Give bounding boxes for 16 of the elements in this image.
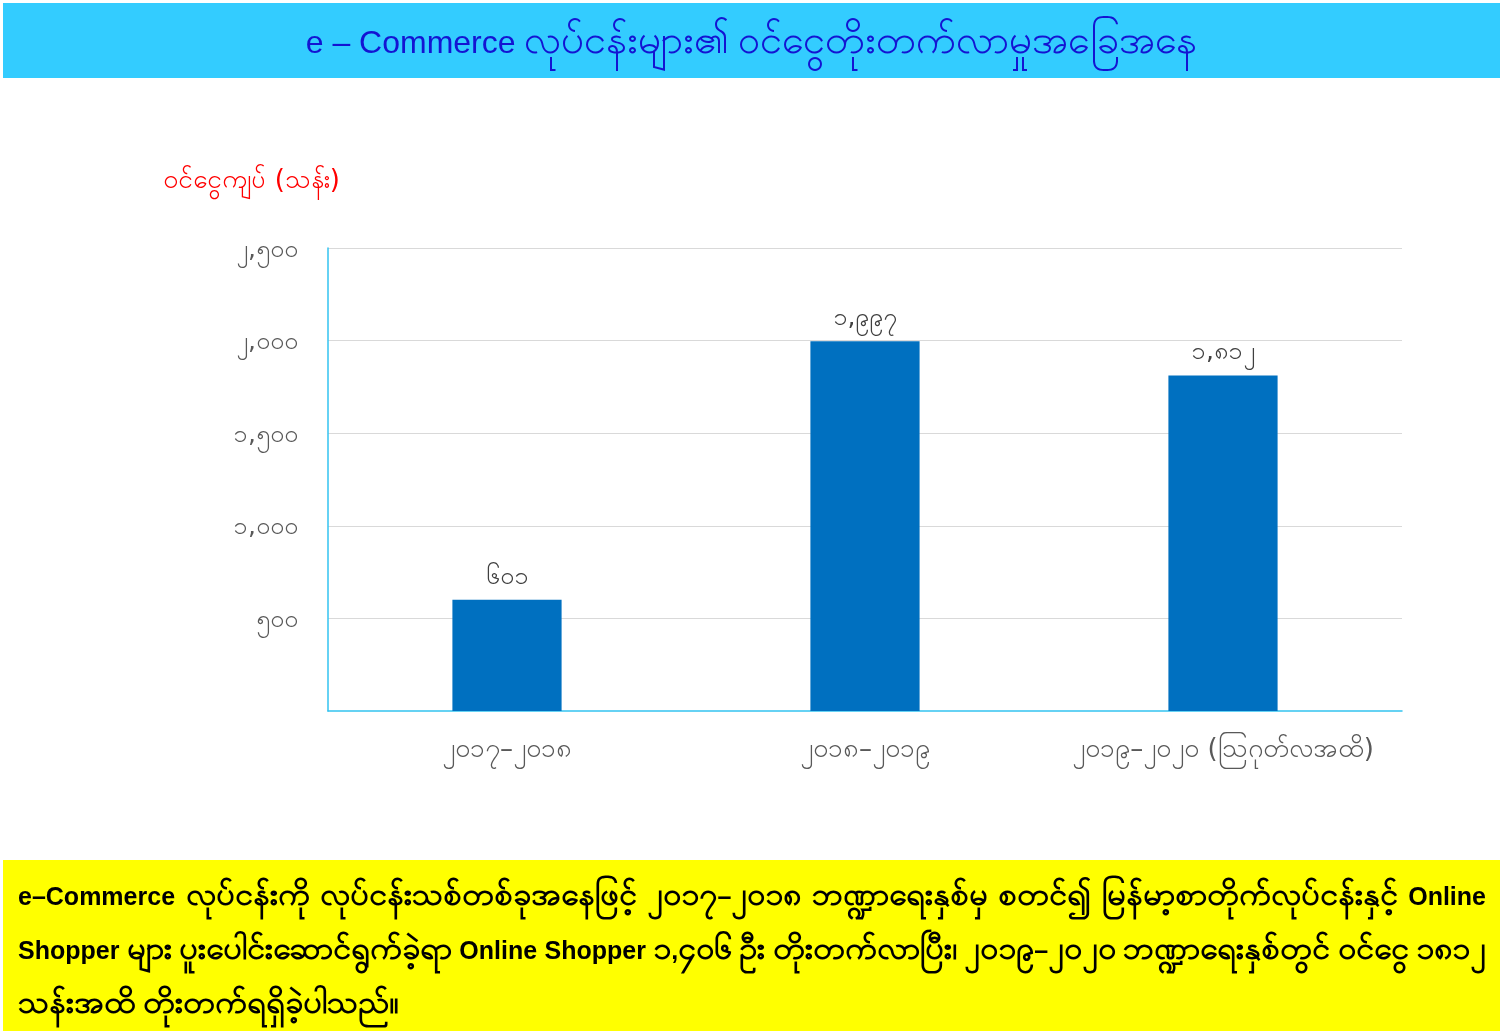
bar (810, 341, 920, 711)
x-tick-label: ၂၀၁၇–၂၀၁၈ (442, 733, 572, 769)
data-label: ၁,၉၉၇ (832, 302, 898, 337)
chart-title: e – Commerce လုပ်ငန်းများ၏ ဝင်ငွေတိုးတက်လာမှုအခြေအနေ (305, 15, 1198, 72)
x-tick-label: ၂၀၁၈–၂၀၁၉ (800, 733, 930, 769)
data-label: ၆၀၁ (485, 560, 529, 590)
data-label: ၁,၈၁၂ (1191, 336, 1255, 371)
x-tick-label: ၂၀၁၉–၂၀၂၀ (ဩဂုတ်လအထိ) (1072, 731, 1374, 769)
y-tick-label: ၂,၀၀၀ (236, 326, 298, 361)
y-tick-label: ၅၀၀ (256, 603, 298, 638)
bar (1168, 375, 1278, 711)
y-axis-title: ဝင်ငွေကျပ် (သန်း) (163, 163, 340, 200)
y-tick-label: ၁,၀၀၀ (233, 511, 298, 541)
y-tick-label: ၁,၅၀၀ (233, 418, 298, 453)
bar (452, 599, 562, 711)
y-tick-label: ၂,၅၀၀ (236, 233, 298, 268)
